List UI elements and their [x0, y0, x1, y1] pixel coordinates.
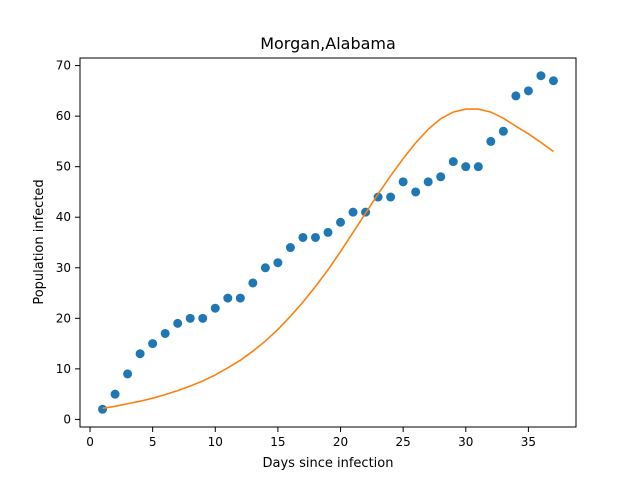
y-tick-label: 60 — [56, 109, 71, 123]
scatter-point — [473, 162, 483, 172]
scatter-point — [110, 389, 120, 399]
scatter-point — [135, 349, 145, 359]
x-tick-label: 20 — [333, 435, 348, 449]
y-tick-label: 70 — [56, 59, 71, 73]
x-tick-label: 0 — [86, 435, 94, 449]
y-tick-label: 40 — [56, 210, 71, 224]
scatter-point — [498, 126, 508, 136]
scatter-point — [423, 177, 433, 187]
y-tick-label: 20 — [56, 311, 71, 325]
y-tick-label: 50 — [56, 160, 71, 174]
scatter-point — [260, 263, 270, 273]
x-tick-label: 30 — [458, 435, 473, 449]
plot-area — [98, 71, 558, 414]
x-axis: 0 5 10 15 20 25 30 35 — [86, 427, 536, 449]
scatter-point — [486, 136, 496, 146]
scatter-point — [185, 313, 195, 323]
y-tick-label: 10 — [56, 362, 71, 376]
scatter-point — [411, 187, 421, 197]
scatter-point — [98, 404, 108, 414]
scatter-point — [548, 76, 558, 86]
x-tick-label: 25 — [396, 435, 411, 449]
scatter-point — [323, 227, 333, 237]
y-axis: 0 10 20 30 40 50 60 70 — [56, 59, 80, 426]
scatter-point — [298, 232, 308, 242]
scatter-point — [336, 217, 346, 227]
scatter-point — [523, 86, 533, 96]
scatter-point — [223, 293, 233, 303]
scatter-point — [148, 339, 158, 349]
y-tick-label: 0 — [63, 412, 71, 426]
scatter-point — [285, 243, 295, 253]
scatter-point — [373, 192, 383, 202]
scatter-point — [173, 318, 183, 328]
fitted-curve-line — [102, 108, 554, 410]
scatter-point — [436, 172, 446, 182]
y-tick-label: 30 — [56, 261, 71, 275]
scatter-point — [310, 232, 320, 242]
axes-frame — [79, 57, 577, 428]
x-tick-label: 35 — [521, 435, 536, 449]
scatter-point — [198, 313, 208, 323]
scatter-point — [398, 177, 408, 187]
x-tick-label: 15 — [270, 435, 285, 449]
x-tick-label: 5 — [149, 435, 157, 449]
chart-title: Morgan,Alabama — [260, 34, 396, 53]
scatter-point — [210, 303, 220, 313]
scatter-point — [348, 207, 358, 217]
scatter-point — [511, 91, 521, 101]
scatter-point — [248, 278, 258, 288]
scatter-point — [123, 369, 133, 379]
scatter-point — [235, 293, 245, 303]
y-axis-label: Population infected — [32, 179, 47, 304]
scatter-point — [461, 162, 471, 172]
x-axis-label: Days since infection — [263, 456, 394, 471]
scatter-point — [273, 258, 283, 268]
scatter-point — [386, 192, 396, 202]
x-tick-label: 10 — [208, 435, 223, 449]
scatter-point — [448, 157, 458, 167]
scatter-point — [160, 328, 170, 338]
scatter-point — [536, 71, 546, 81]
